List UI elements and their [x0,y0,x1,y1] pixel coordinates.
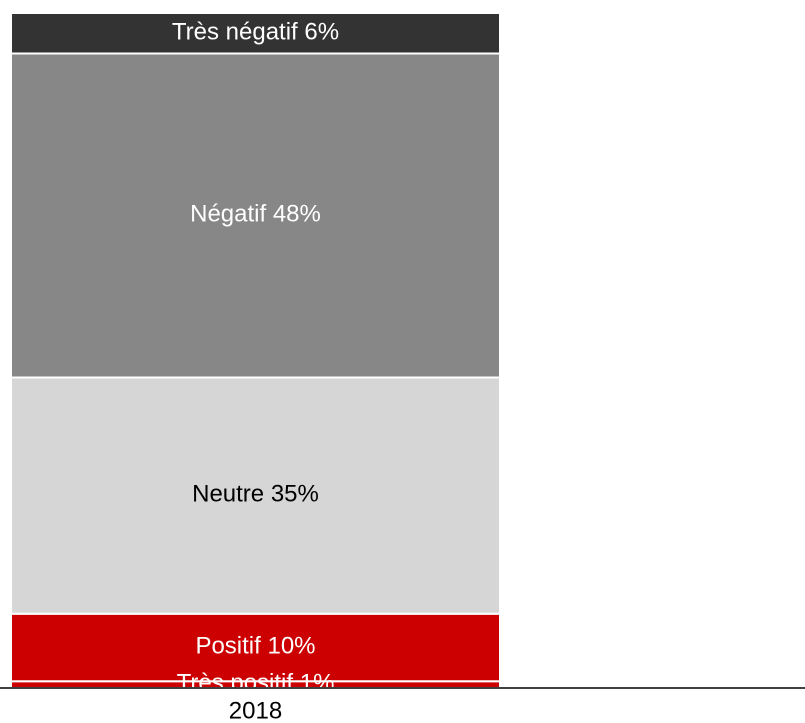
value-label: 6% [304,19,339,46]
value-label: 1% [300,670,335,697]
data-label: Très positif 1% [177,670,335,697]
data-label: Neutre 35% [192,481,319,508]
data-label: Négatif 48% [190,201,321,228]
bar-segment [10,52,501,379]
segment-name: Très négatif [172,19,298,46]
segment-name: Très positif [177,670,294,697]
value-label: 48% [273,201,321,228]
x-tick-label: 2018 [229,697,282,723]
value-label: 35% [271,481,319,508]
segment-name: Neutre [192,481,264,508]
segment-name: Positif [195,633,261,660]
bar-segment [10,12,501,55]
data-label: Positif 10% [195,633,315,660]
segment-name: Négatif [190,201,266,228]
value-label: 10% [267,633,315,660]
data-label: Très négatif 6% [172,19,339,46]
bar-segment [10,376,501,615]
bar-segment [10,612,501,683]
